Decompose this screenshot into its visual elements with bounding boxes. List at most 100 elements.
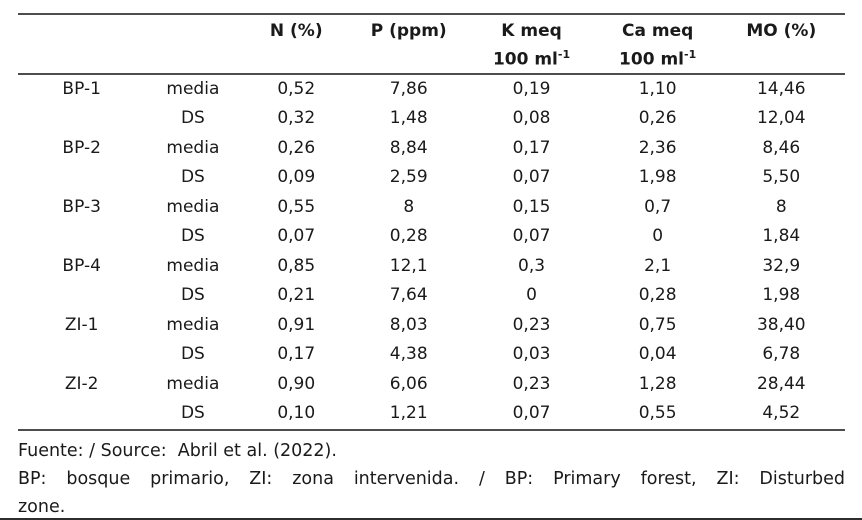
value-cell: 1,98 <box>762 285 801 306</box>
soil-data-table-wrap: N (%) P (ppm) K meq 100 ml-1 Ca meq 100 … <box>18 13 845 431</box>
value-cell: 4,52 <box>717 399 845 431</box>
header-label: N (%) <box>269 21 323 41</box>
value-cell: 8,84 <box>389 137 428 158</box>
value-cell: 0,28 <box>389 226 428 247</box>
site-cell: BP-4 <box>62 255 101 276</box>
value-cell: 0,32 <box>277 108 316 129</box>
value-cell: 0,91 <box>277 314 316 335</box>
header-k-meq: K meq 100 ml-1 <box>465 14 598 75</box>
stat-cell: DS <box>145 399 241 431</box>
value-cell: 0,28 <box>638 285 677 306</box>
value-cell: 0,7 <box>644 196 672 217</box>
bottom-rule <box>0 518 862 520</box>
value-cell: 0 <box>526 285 537 306</box>
header-unit: 100 ml-1 <box>619 48 697 70</box>
value-cell: 1,48 <box>389 108 428 129</box>
table-body: BP-1 media 0,52 7,86 0,19 1,10 14,46 DS 0,32 1,48… <box>18 74 845 431</box>
table-row: BP-3 media 0,55 8 0,15 0,7 8 <box>18 193 845 223</box>
stat-cell: DS <box>180 285 205 306</box>
header-stat <box>145 14 241 75</box>
stat-cell: media <box>166 196 220 217</box>
value-cell: 1,84 <box>762 226 801 247</box>
header-row: N (%) P (ppm) K meq 100 ml-1 Ca meq 100 … <box>18 14 845 75</box>
site-cell <box>18 104 145 134</box>
value-cell: 1,98 <box>638 167 677 188</box>
value-cell: 7,64 <box>389 285 428 306</box>
source-line: Fuente: / Source: Abril et al. (2022). <box>18 441 337 461</box>
header-label: K meq <box>501 21 562 41</box>
value-cell: 0,23 <box>512 314 551 335</box>
value-cell: 32,9 <box>762 255 801 276</box>
table-row: DS 0,32 1,48 0,08 0,26 12,04 <box>18 104 845 134</box>
value-cell: 6,78 <box>762 344 801 365</box>
table-header: N (%) P (ppm) K meq 100 ml-1 Ca meq 100 … <box>18 14 845 75</box>
header-p-ppm: P (ppm) <box>352 14 466 75</box>
table-row: DS 0,10 1,21 0,07 0,55 4,52 <box>18 399 845 431</box>
superscript: -1 <box>684 48 697 61</box>
value-cell: 38,40 <box>756 314 806 335</box>
table-row: ZI-1 media 0,91 8,03 0,23 0,75 38,40 <box>18 311 845 341</box>
value-cell: 0,03 <box>512 344 551 365</box>
header-unit: 100 ml-1 <box>492 48 571 70</box>
value-cell: 8,46 <box>762 137 801 158</box>
header-label: Ca meq <box>622 21 694 41</box>
site-cell <box>18 399 146 431</box>
value-cell: 0,10 <box>240 399 353 431</box>
table-row: DS 0,17 4,38 0,03 0,04 6,78 <box>18 340 845 370</box>
value-cell: 0,85 <box>277 255 316 276</box>
value-cell: 7,86 <box>389 78 428 99</box>
value-cell: 1,10 <box>638 78 677 99</box>
value-cell: 0,26 <box>277 137 316 158</box>
value-cell: 0,55 <box>597 399 718 431</box>
value-cell: 0,90 <box>277 373 316 394</box>
value-cell: 0,21 <box>277 285 316 306</box>
value-cell: 1,21 <box>352 399 466 431</box>
stat-cell: DS <box>180 108 205 129</box>
value-cell: 0,07 <box>512 226 551 247</box>
header-site <box>18 14 146 75</box>
header-ca-meq: Ca meq 100 ml-1 <box>597 14 718 75</box>
table-row: ZI-2 media 0,90 6,06 0,23 1,28 28,44 <box>18 370 845 400</box>
note-line-2: zone. <box>18 497 66 517</box>
value-cell: 0,19 <box>512 78 551 99</box>
soil-data-table: N (%) P (ppm) K meq 100 ml-1 Ca meq 100 … <box>18 13 845 431</box>
value-cell: 12,1 <box>389 255 428 276</box>
value-cell: 2,59 <box>389 167 428 188</box>
value-cell: 2,36 <box>638 137 677 158</box>
value-cell: 0,3 <box>518 255 546 276</box>
value-cell: 0,75 <box>638 314 677 335</box>
stat-cell: DS <box>180 167 205 188</box>
value-cell: 6,06 <box>389 373 428 394</box>
value-cell: 0,17 <box>277 344 316 365</box>
value-cell: 8 <box>775 196 787 217</box>
value-cell: 0,07 <box>465 399 598 431</box>
value-cell: 0,04 <box>638 344 677 365</box>
stat-cell: media <box>166 78 220 99</box>
table-row: DS 0,21 7,64 0 0,28 1,98 <box>18 281 845 311</box>
site-cell: BP-2 <box>62 137 101 158</box>
superscript: -1 <box>557 48 571 61</box>
footnotes: Fuente: / Source: Abril et al. (2022). B… <box>18 437 845 520</box>
value-cell: 14,46 <box>756 78 806 99</box>
value-cell: 0,23 <box>512 373 551 394</box>
value-cell: 28,44 <box>756 373 806 394</box>
site-cell <box>18 281 145 311</box>
table-row: BP-2 media 0,26 8,84 0,17 2,36 8,46 <box>18 134 845 164</box>
value-cell: 8,03 <box>389 314 428 335</box>
site-cell: ZI-2 <box>64 373 99 394</box>
stat-cell: media <box>166 373 220 394</box>
site-cell: BP-1 <box>62 78 101 99</box>
note-line-1: BP: bosque primario, ZI: zona intervenid… <box>18 469 845 489</box>
value-cell: 4,38 <box>389 344 428 365</box>
value-cell: 0,26 <box>638 108 677 129</box>
site-cell <box>18 340 145 370</box>
stat-cell: media <box>166 255 220 276</box>
site-cell: BP-3 <box>62 196 101 217</box>
header-mo-percent: MO (%) <box>717 14 845 75</box>
site-cell: ZI-1 <box>64 314 99 335</box>
value-cell: 0,15 <box>512 196 551 217</box>
value-cell: 12,04 <box>756 108 806 129</box>
stat-cell: DS <box>180 226 205 247</box>
site-cell <box>18 163 145 193</box>
